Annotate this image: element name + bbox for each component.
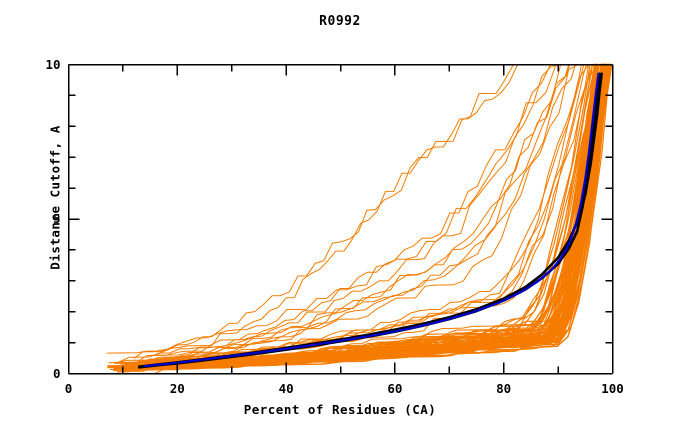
y-tick-label: 10 [45, 56, 61, 72]
prediction-curve [137, 64, 552, 362]
prediction-curve [106, 64, 567, 354]
y-tick-label: 5 [52, 211, 61, 226]
blue-reference-curve [143, 72, 600, 368]
prediction-curve [139, 63, 597, 368]
prediction-curve [116, 63, 605, 368]
y-tick-label: 0 [52, 365, 61, 381]
prediction-curve [151, 64, 570, 356]
prediction-curve [108, 64, 571, 364]
prediction-curve [142, 64, 582, 368]
x-axis-label: Percent of Residues (CA) [243, 402, 437, 417]
prediction-curve [121, 63, 600, 369]
x-tick-label: 100 [601, 380, 624, 396]
prediction-curve [137, 64, 579, 364]
prediction-curve [116, 63, 610, 373]
prediction-curve [128, 63, 605, 367]
prediction-curve [145, 63, 595, 365]
x-tick-label: 0 [64, 380, 73, 396]
x-tick-label: 80 [496, 380, 512, 396]
x-tick-label: 20 [169, 380, 185, 396]
curve-group [106, 63, 613, 375]
prediction-curve [151, 63, 596, 370]
prediction-curve [133, 63, 607, 364]
prediction-curve [123, 64, 587, 370]
chart-title: R0992 [319, 14, 361, 29]
x-tick-label: 60 [387, 380, 403, 396]
prediction-curve [144, 64, 561, 363]
axes-group [67, 63, 614, 375]
prediction-curve [107, 63, 594, 369]
prediction-curve [120, 63, 606, 366]
x-tick-label: 40 [278, 380, 294, 396]
prediction-curve [148, 64, 576, 360]
black-reference-2-curve [137, 72, 601, 369]
prediction-curve [116, 63, 606, 369]
y-axis-label: Distance Cutoff, A [47, 125, 63, 270]
prediction-curve [113, 63, 610, 364]
prediction-curve [113, 63, 609, 370]
prediction-curve [139, 63, 597, 370]
prediction-curve [154, 64, 562, 362]
prediction-curve [140, 64, 599, 368]
prediction-curve [133, 64, 532, 359]
